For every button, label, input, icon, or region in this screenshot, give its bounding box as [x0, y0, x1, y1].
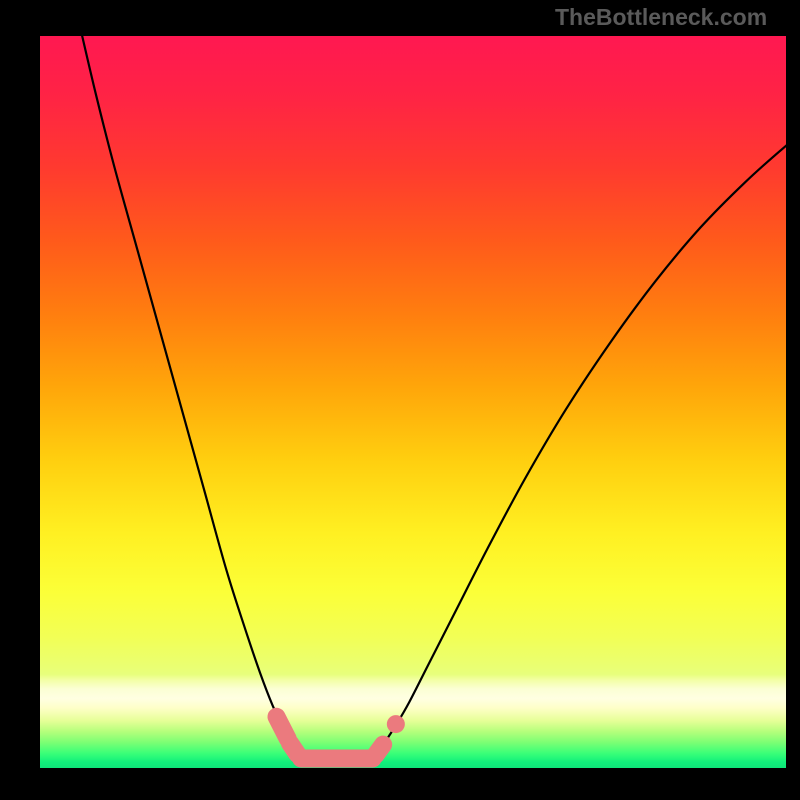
bottleneck-chart: [0, 0, 800, 800]
optimal-range-dot: [387, 715, 405, 733]
watermark-text: TheBottleneck.com: [555, 4, 767, 31]
heatmap-gradient: [40, 36, 786, 768]
chart-frame: TheBottleneck.com: [0, 0, 800, 800]
optimal-range-segment: [376, 745, 383, 755]
